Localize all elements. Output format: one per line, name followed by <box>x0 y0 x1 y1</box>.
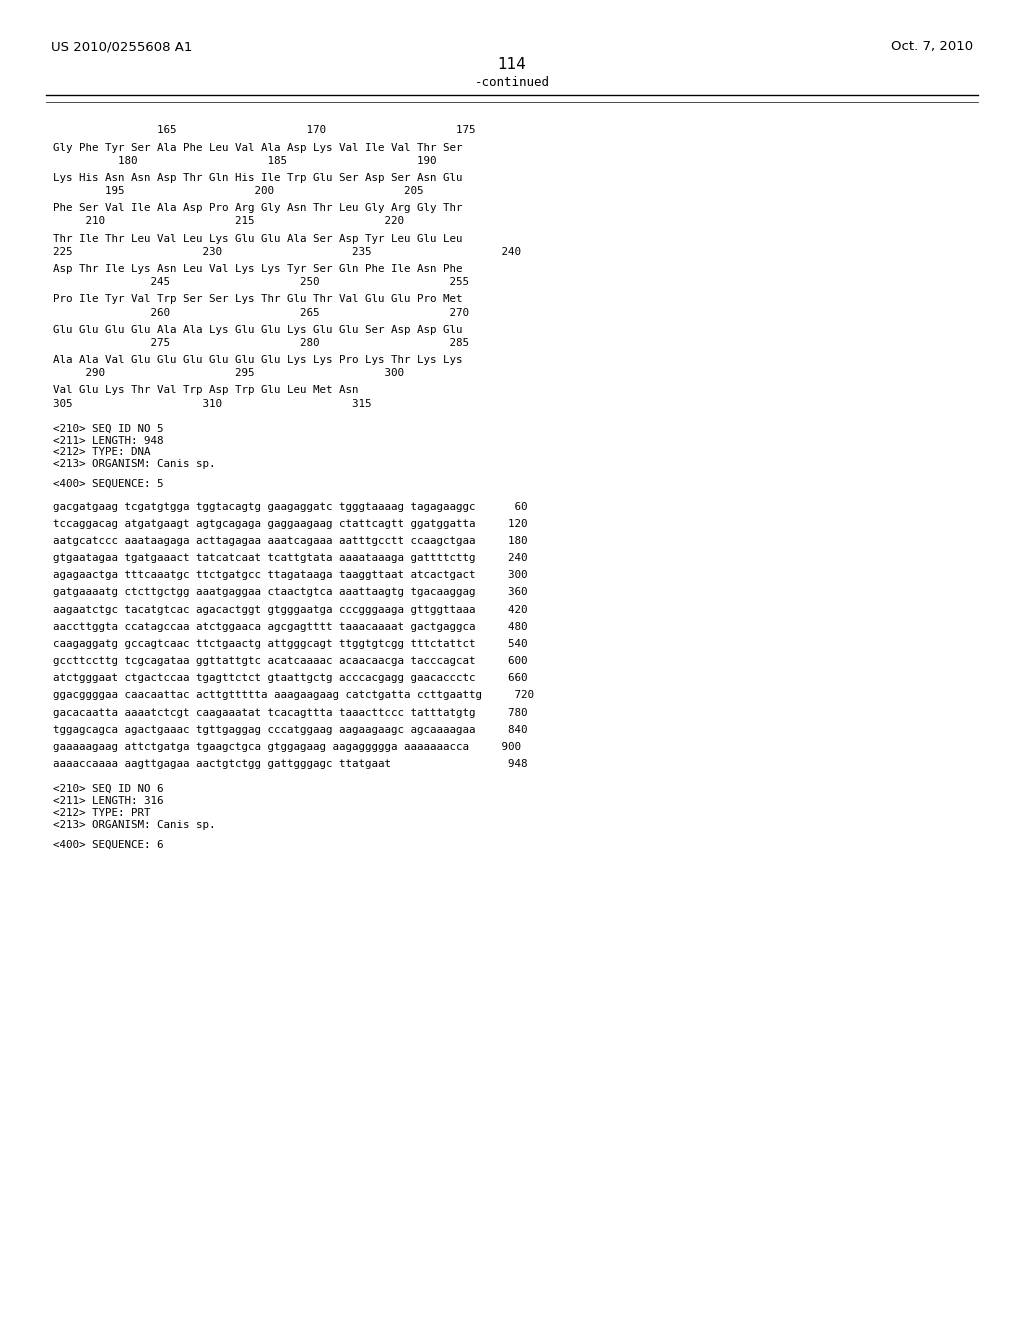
Text: <210> SEQ ID NO 6: <210> SEQ ID NO 6 <box>53 784 164 795</box>
Text: gatgaaaatg ctcttgctgg aaatgaggaa ctaactgtca aaattaagtg tgacaaggag     360: gatgaaaatg ctcttgctgg aaatgaggaa ctaactg… <box>53 587 527 598</box>
Text: 305                    310                    315: 305 310 315 <box>53 399 372 409</box>
Text: Oct. 7, 2010: Oct. 7, 2010 <box>891 40 973 53</box>
Text: Asp Thr Ile Lys Asn Leu Val Lys Lys Tyr Ser Gln Phe Ile Asn Phe: Asp Thr Ile Lys Asn Leu Val Lys Lys Tyr … <box>53 264 463 275</box>
Text: 195                    200                    205: 195 200 205 <box>53 186 424 197</box>
Text: caagaggatg gccagtcaac ttctgaactg attgggcagt ttggtgtcgg tttctattct     540: caagaggatg gccagtcaac ttctgaactg attgggc… <box>53 639 527 649</box>
Text: aaaaccaaaa aagttgagaa aactgtctgg gattgggagc ttatgaat                  948: aaaaccaaaa aagttgagaa aactgtctgg gattggg… <box>53 759 527 770</box>
Text: gtgaatagaa tgatgaaact tatcatcaat tcattgtata aaaataaaga gattttcttg     240: gtgaatagaa tgatgaaact tatcatcaat tcattgt… <box>53 553 527 564</box>
Text: atctgggaat ctgactccaa tgagttctct gtaattgctg acccacgagg gaacaccctc     660: atctgggaat ctgactccaa tgagttctct gtaattg… <box>53 673 527 684</box>
Text: aaccttggta ccatagccaa atctggaaca agcgagtttt taaacaaaat gactgaggca     480: aaccttggta ccatagccaa atctggaaca agcgagt… <box>53 622 527 632</box>
Text: 165                    170                    175: 165 170 175 <box>53 125 476 136</box>
Text: Thr Ile Thr Leu Val Leu Lys Glu Glu Ala Ser Asp Tyr Leu Glu Leu: Thr Ile Thr Leu Val Leu Lys Glu Glu Ala … <box>53 234 463 244</box>
Text: 210                    215                    220: 210 215 220 <box>53 216 404 227</box>
Text: <400> SEQUENCE: 5: <400> SEQUENCE: 5 <box>53 479 164 490</box>
Text: <212> TYPE: PRT: <212> TYPE: PRT <box>53 808 151 818</box>
Text: 114: 114 <box>498 57 526 71</box>
Text: <210> SEQ ID NO 5: <210> SEQ ID NO 5 <box>53 424 164 434</box>
Text: Phe Ser Val Ile Ala Asp Pro Arg Gly Asn Thr Leu Gly Arg Gly Thr: Phe Ser Val Ile Ala Asp Pro Arg Gly Asn … <box>53 203 463 214</box>
Text: Gly Phe Tyr Ser Ala Phe Leu Val Ala Asp Lys Val Ile Val Thr Ser: Gly Phe Tyr Ser Ala Phe Leu Val Ala Asp … <box>53 143 463 153</box>
Text: aatgcatccc aaataagaga acttagagaa aaatcagaaa aatttgcctt ccaagctgaa     180: aatgcatccc aaataagaga acttagagaa aaatcag… <box>53 536 527 546</box>
Text: Ala Ala Val Glu Glu Glu Glu Glu Glu Lys Lys Pro Lys Thr Lys Lys: Ala Ala Val Glu Glu Glu Glu Glu Glu Lys … <box>53 355 463 366</box>
Text: gacacaatta aaaatctcgt caagaaatat tcacagttta taaacttccc tatttatgtg     780: gacacaatta aaaatctcgt caagaaatat tcacagt… <box>53 708 527 718</box>
Text: Pro Ile Tyr Val Trp Ser Ser Lys Thr Glu Thr Val Glu Glu Pro Met: Pro Ile Tyr Val Trp Ser Ser Lys Thr Glu … <box>53 294 463 305</box>
Text: gaaaaagaag attctgatga tgaagctgca gtggagaag aagaggggga aaaaaaacca     900: gaaaaagaag attctgatga tgaagctgca gtggaga… <box>53 742 521 752</box>
Text: 260                    265                    270: 260 265 270 <box>53 308 469 318</box>
Text: -continued: -continued <box>474 75 550 88</box>
Text: ggacggggaa caacaattac acttgttttta aaagaagaag catctgatta ccttgaattg     720: ggacggggaa caacaattac acttgttttta aaagaa… <box>53 690 535 701</box>
Text: gccttccttg tcgcagataa ggttattgtc acatcaaaac acaacaacga tacccagcat     600: gccttccttg tcgcagataa ggttattgtc acatcaa… <box>53 656 527 667</box>
Text: <212> TYPE: DNA: <212> TYPE: DNA <box>53 447 151 458</box>
Text: gacgatgaag tcgatgtgga tggtacagtg gaagaggatc tgggtaaaag tagagaaggc      60: gacgatgaag tcgatgtgga tggtacagtg gaagagg… <box>53 502 527 512</box>
Text: 245                    250                    255: 245 250 255 <box>53 277 469 288</box>
Text: <213> ORGANISM: Canis sp.: <213> ORGANISM: Canis sp. <box>53 820 216 830</box>
Text: Glu Glu Glu Glu Ala Ala Lys Glu Glu Lys Glu Glu Ser Asp Asp Glu: Glu Glu Glu Glu Ala Ala Lys Glu Glu Lys … <box>53 325 463 335</box>
Text: 290                    295                    300: 290 295 300 <box>53 368 404 379</box>
Text: 225                    230                    235                    240: 225 230 235 240 <box>53 247 521 257</box>
Text: tccaggacag atgatgaagt agtgcagaga gaggaagaag ctattcagtt ggatggatta     120: tccaggacag atgatgaagt agtgcagaga gaggaag… <box>53 519 527 529</box>
Text: US 2010/0255608 A1: US 2010/0255608 A1 <box>51 40 193 53</box>
Text: 180                    185                    190: 180 185 190 <box>53 156 437 166</box>
Text: tggagcagca agactgaaac tgttgaggag cccatggaag aagaagaagc agcaaaagaa     840: tggagcagca agactgaaac tgttgaggag cccatgg… <box>53 725 527 735</box>
Text: <400> SEQUENCE: 6: <400> SEQUENCE: 6 <box>53 840 164 850</box>
Text: <211> LENGTH: 948: <211> LENGTH: 948 <box>53 436 164 446</box>
Text: Lys His Asn Asn Asp Thr Gln His Ile Trp Glu Ser Asp Ser Asn Glu: Lys His Asn Asn Asp Thr Gln His Ile Trp … <box>53 173 463 183</box>
Text: <213> ORGANISM: Canis sp.: <213> ORGANISM: Canis sp. <box>53 459 216 470</box>
Text: 275                    280                    285: 275 280 285 <box>53 338 469 348</box>
Text: aagaatctgc tacatgtcac agacactggt gtgggaatga cccgggaaga gttggttaaa     420: aagaatctgc tacatgtcac agacactggt gtgggaa… <box>53 605 527 615</box>
Text: <211> LENGTH: 316: <211> LENGTH: 316 <box>53 796 164 807</box>
Text: agagaactga tttcaaatgc ttctgatgcc ttagataaga taaggttaat atcactgact     300: agagaactga tttcaaatgc ttctgatgcc ttagata… <box>53 570 527 581</box>
Text: Val Glu Lys Thr Val Trp Asp Trp Glu Leu Met Asn: Val Glu Lys Thr Val Trp Asp Trp Glu Leu … <box>53 385 358 396</box>
